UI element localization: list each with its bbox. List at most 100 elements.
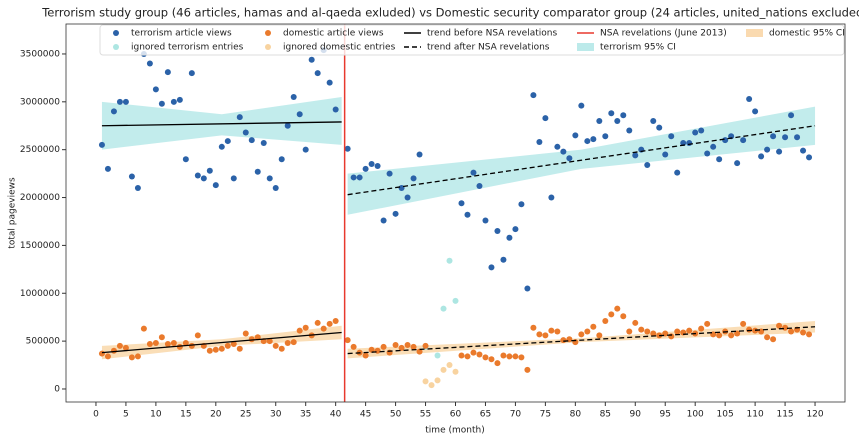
- point: [344, 337, 351, 344]
- point: [230, 340, 237, 347]
- x-tick-label: 5: [123, 410, 129, 420]
- legend-label: ignored terrorism entries: [131, 43, 244, 53]
- point: [332, 106, 339, 113]
- x-tick-label: 80: [570, 410, 582, 420]
- point: [296, 327, 303, 334]
- point: [248, 137, 255, 144]
- point: [188, 70, 195, 77]
- x-tick-label: 55: [420, 410, 431, 420]
- point: [152, 86, 159, 93]
- point: [650, 330, 657, 337]
- point: [626, 328, 633, 335]
- point: [272, 342, 279, 349]
- point: [656, 124, 663, 131]
- point: [458, 200, 465, 207]
- point: [800, 329, 807, 336]
- point: [536, 331, 543, 338]
- point: [632, 152, 639, 159]
- point: [164, 69, 171, 76]
- y-tick-label: 3000000: [20, 97, 60, 107]
- point: [746, 326, 753, 333]
- point: [104, 353, 111, 360]
- point: [290, 94, 297, 101]
- point: [302, 324, 309, 331]
- point: [494, 360, 501, 367]
- point: [620, 112, 627, 119]
- point: [740, 137, 747, 144]
- point: [422, 378, 429, 385]
- point: [458, 352, 465, 359]
- point: [518, 354, 525, 361]
- point: [170, 340, 177, 347]
- point: [308, 56, 315, 63]
- point: [350, 343, 357, 350]
- point: [536, 139, 543, 146]
- point: [194, 332, 201, 339]
- point: [470, 349, 477, 356]
- point: [350, 174, 357, 181]
- point: [782, 324, 789, 331]
- point: [530, 324, 537, 331]
- point: [722, 137, 729, 144]
- y-axis-label: total pageviews: [8, 177, 18, 249]
- y-tick-label: 0: [54, 384, 60, 394]
- point: [704, 320, 711, 327]
- point: [164, 340, 171, 347]
- point: [368, 161, 375, 168]
- point: [752, 108, 759, 115]
- point: [140, 325, 147, 332]
- x-tick-label: 95: [660, 410, 671, 420]
- legend-marker: [113, 30, 119, 36]
- x-tick-label: 100: [687, 410, 704, 420]
- legend-label: trend after NSA revelations: [427, 43, 550, 53]
- x-tick-label: 70: [510, 410, 522, 420]
- point: [488, 356, 495, 363]
- point: [146, 340, 153, 347]
- point: [452, 297, 459, 304]
- point: [182, 156, 189, 163]
- point: [158, 334, 165, 341]
- point: [806, 331, 813, 338]
- point: [122, 344, 129, 351]
- point: [644, 328, 651, 335]
- trend-line: [101, 331, 342, 354]
- point: [332, 318, 339, 325]
- point: [206, 347, 213, 354]
- point: [728, 332, 735, 339]
- x-tick-label: 30: [270, 410, 282, 420]
- trend-line: [347, 326, 816, 355]
- point: [122, 98, 129, 105]
- y-tick-label: 500000: [26, 337, 61, 347]
- point: [578, 102, 585, 109]
- point: [770, 133, 777, 140]
- point: [578, 331, 585, 338]
- point: [434, 377, 441, 384]
- point: [524, 366, 531, 373]
- point: [398, 344, 405, 351]
- point: [284, 340, 291, 347]
- point: [476, 183, 483, 190]
- point: [638, 326, 645, 333]
- point: [296, 111, 303, 118]
- x-tick-label: 40: [330, 410, 342, 420]
- point: [788, 112, 795, 119]
- point: [434, 352, 441, 359]
- point: [440, 305, 447, 312]
- point: [242, 129, 249, 136]
- point: [584, 138, 591, 145]
- point: [326, 320, 333, 327]
- point: [368, 346, 375, 353]
- point: [428, 382, 435, 389]
- point: [782, 134, 789, 141]
- point: [596, 332, 603, 339]
- point: [482, 217, 489, 224]
- point: [392, 210, 399, 217]
- legend-marker: [746, 29, 763, 37]
- point: [698, 325, 705, 332]
- point: [566, 155, 573, 162]
- point: [194, 172, 201, 179]
- point: [110, 108, 117, 115]
- point: [740, 320, 747, 327]
- point: [446, 257, 453, 264]
